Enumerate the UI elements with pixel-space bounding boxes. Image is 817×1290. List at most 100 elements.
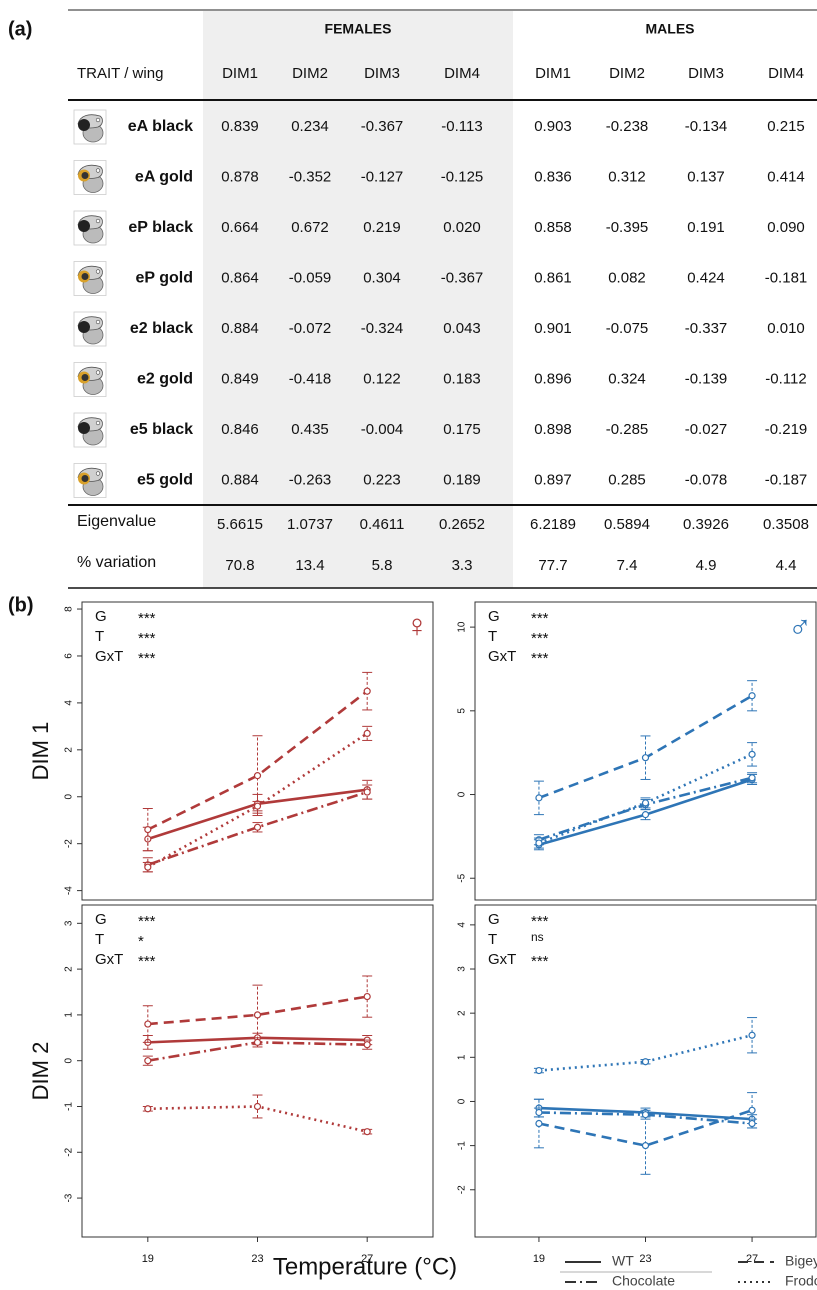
data-point — [255, 824, 261, 830]
sex-symbol: ♂ — [788, 607, 812, 643]
table-cell: -0.418 — [289, 370, 332, 387]
plot-frame — [475, 602, 816, 900]
data-point — [255, 1103, 261, 1109]
trait-name: eA gold — [135, 169, 193, 186]
y-tick-label: -2 — [457, 1185, 468, 1194]
y-tick-label: 3 — [64, 920, 75, 926]
legend-entry: Frodo — [785, 1273, 817, 1289]
group-header: MALES — [646, 21, 695, 37]
data-point — [643, 812, 649, 818]
eyespot-center — [82, 374, 89, 381]
table-cell: 0.122 — [363, 370, 401, 387]
data-point — [643, 755, 649, 761]
table-cell: 0.3926 — [683, 516, 729, 533]
legend-entry: WT — [612, 1253, 634, 1269]
trait-name: e5 gold — [137, 472, 193, 489]
table-cell: -0.059 — [289, 269, 332, 286]
table-cell: 7.4 — [617, 557, 638, 574]
table-cell: 4.4 — [776, 557, 797, 574]
table-cell: 0.861 — [534, 269, 572, 286]
x-tick-label: 19 — [142, 1253, 154, 1265]
pupil — [96, 371, 100, 375]
table-cell: 0.849 — [221, 370, 259, 387]
table-cell: -0.285 — [606, 421, 649, 438]
table-cell: 0.846 — [221, 421, 259, 438]
plot-frame — [82, 905, 433, 1237]
stat-term: T — [95, 628, 104, 645]
data-point — [643, 1112, 649, 1118]
data-point — [643, 1059, 649, 1065]
column-header: DIM2 — [609, 65, 645, 82]
wing-icon — [74, 262, 106, 296]
stat-term: GxT — [95, 951, 123, 968]
table-cell: 0.858 — [534, 219, 572, 236]
page: (a) (b) FEMALES MALES Temperature (°C) T… — [0, 0, 817, 1290]
table-cell: -0.072 — [289, 320, 332, 337]
wing-icon — [74, 161, 106, 195]
stat-term: GxT — [95, 648, 123, 665]
stat-significance: ns — [531, 930, 544, 944]
stat-term: T — [488, 628, 497, 645]
column-header: DIM4 — [444, 65, 480, 82]
y-tick-label: -5 — [457, 873, 468, 882]
table-cell: -0.395 — [606, 219, 649, 236]
data-point — [643, 1143, 649, 1149]
table-cell: 13.4 — [295, 557, 324, 574]
stat-significance: *** — [531, 630, 549, 647]
panel-label: (b) — [8, 594, 34, 616]
table-cell: 0.285 — [608, 471, 646, 488]
x-tick-label: 27 — [746, 1253, 758, 1265]
table-cell: -0.181 — [765, 269, 808, 286]
data-point — [145, 1058, 151, 1064]
y-tick-label: -2 — [64, 1147, 75, 1156]
table-cell: 0.082 — [608, 269, 646, 286]
table-cell: -0.139 — [685, 370, 728, 387]
data-point — [145, 864, 151, 870]
trait-name: e2 black — [130, 320, 193, 337]
data-point — [364, 730, 370, 736]
table-cell: -0.027 — [685, 421, 728, 438]
table-cell: -0.187 — [765, 471, 808, 488]
data-point — [536, 1110, 542, 1116]
data-point — [749, 1032, 755, 1038]
data-point — [145, 1021, 151, 1027]
y-tick-label: -1 — [64, 1102, 75, 1111]
table-cell: -0.113 — [441, 118, 482, 135]
data-point — [255, 773, 261, 779]
pupil — [96, 270, 100, 274]
stat-significance: * — [138, 933, 144, 950]
table-cell: 0.183 — [443, 370, 481, 387]
y-tick-label: 1 — [457, 1054, 468, 1060]
table-cell: 0.435 — [291, 421, 329, 438]
data-point — [145, 827, 151, 833]
group-header: FEMALES — [325, 21, 392, 37]
stat-term: G — [488, 911, 500, 928]
wing-icon — [74, 413, 106, 447]
data-point — [536, 795, 542, 801]
panel-label: (a) — [8, 18, 32, 40]
table-cell: 0.878 — [221, 168, 259, 185]
pupil — [96, 472, 100, 476]
table-cell: 0.223 — [363, 471, 401, 488]
table-cell: 0.137 — [687, 168, 725, 185]
data-point — [536, 840, 542, 846]
wing-icon — [74, 363, 106, 397]
y-tick-label: 3 — [457, 966, 468, 972]
trait-name: eP black — [128, 219, 193, 236]
table-cell: 0.4611 — [360, 516, 405, 533]
table-cell: 1.0737 — [287, 516, 333, 533]
data-point — [749, 1107, 755, 1113]
x-tick-label: 19 — [533, 1253, 545, 1265]
data-point — [749, 1121, 755, 1127]
pupil — [96, 219, 100, 223]
table-cell: 0.896 — [534, 370, 572, 387]
eyespot — [78, 422, 90, 434]
data-point — [145, 1106, 151, 1112]
table-cell: -0.352 — [289, 168, 332, 185]
data-point — [255, 1039, 261, 1045]
stat-significance: *** — [531, 650, 549, 667]
column-header: DIM3 — [688, 65, 724, 82]
column-header: DIM1 — [222, 65, 258, 82]
table-cell: 0.836 — [534, 168, 572, 185]
data-point — [255, 803, 261, 809]
